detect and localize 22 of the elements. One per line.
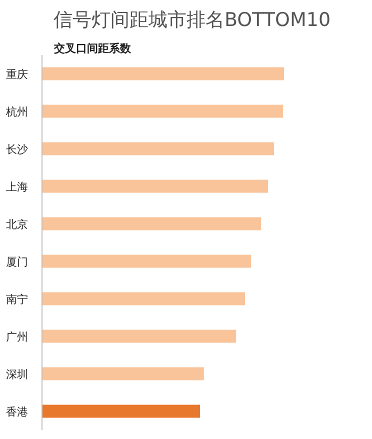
y-tick-label: 长沙 [6, 142, 28, 156]
bar [42, 142, 274, 156]
bar [42, 254, 252, 268]
y-tick-label: 上海 [6, 180, 28, 194]
bar [42, 180, 268, 193]
y-tick-label: 南宁 [6, 292, 28, 306]
y-tick-label: 厦门 [6, 255, 28, 268]
bar [42, 217, 262, 230]
y-tick-label: 重庆 [6, 68, 28, 81]
y-tick-label: 深圳 [6, 368, 28, 381]
bar [42, 404, 200, 418]
y-tick-label: 北京 [6, 218, 28, 231]
bar [42, 67, 284, 80]
chart-title: 信号灯间距城市排名BOTTOM10 [53, 9, 331, 31]
y-tick-label: 广州 [6, 330, 28, 344]
bar [42, 367, 204, 380]
y-tick-label: 杭州 [5, 105, 28, 118]
bar [42, 292, 246, 306]
bar [42, 330, 236, 343]
chart-subtitle: 交叉口间距系数 [53, 42, 132, 55]
y-tick-label: 香港 [6, 405, 28, 418]
bar [42, 104, 284, 118]
